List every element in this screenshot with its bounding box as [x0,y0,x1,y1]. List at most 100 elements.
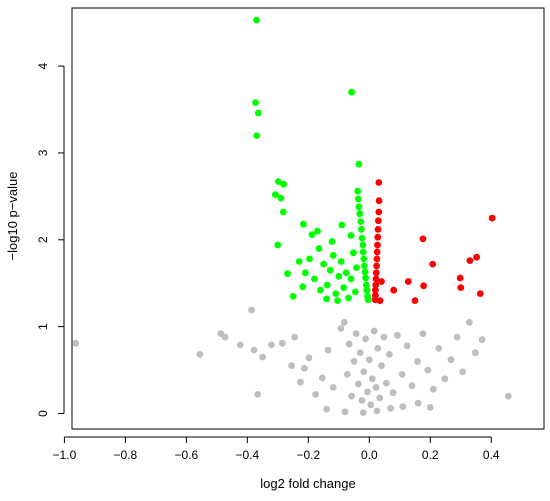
data-point [297,378,304,386]
data-point [324,346,332,354]
data-point [478,336,486,344]
data-point [320,260,327,268]
data-point [353,264,360,271]
data-point [299,283,307,291]
data-point [399,403,407,410]
data-point [456,274,464,282]
data-point [347,275,355,283]
data-point [252,99,259,106]
data-point [334,297,341,304]
data-point [314,227,321,235]
data-point [364,296,372,304]
data-point [373,262,380,270]
data-point [259,353,266,361]
data-point [466,257,474,264]
data-point [372,269,380,277]
data-point [374,226,382,233]
data-point [347,232,355,239]
data-point [387,404,394,412]
data-point [361,268,369,276]
data-point [365,356,373,364]
data-point [279,208,287,216]
data-point [326,266,334,274]
data-point [253,132,261,140]
y-tick-label: 4 [36,62,50,69]
data-point [414,358,421,365]
data-point [279,339,286,347]
data-point [394,331,401,339]
data-point [317,286,324,294]
data-point [429,385,437,393]
data-point [311,275,318,283]
data-point [268,341,275,349]
data-point [465,318,473,326]
points-layer [72,16,512,416]
data-point [359,409,367,416]
data-point [236,341,244,349]
x-tick-label: −1.0 [53,448,77,462]
x-tick-label: −0.4 [235,448,259,462]
data-point [355,160,363,168]
data-point [345,294,352,302]
data-point [348,392,355,400]
data-point [280,180,287,188]
x-tick-label: 0.2 [422,448,439,462]
x-tick-label: −0.8 [114,448,138,462]
data-point [308,231,316,239]
data-point [354,380,362,388]
data-point [383,379,390,387]
data-point [335,272,343,280]
x-tick-label: 0.0 [361,448,378,462]
data-point [424,366,432,374]
data-point [386,351,393,358]
data-point [372,286,379,294]
x-axis-label: log2 fold change [260,476,355,491]
data-point [411,297,419,304]
data-point [370,327,378,335]
data-point [376,394,384,402]
data-point [441,375,449,383]
data-point [291,333,298,341]
data-point [289,292,297,300]
data-point [375,217,382,225]
data-point [306,255,313,263]
data-point [376,297,384,304]
data-point [374,345,382,352]
data-point [367,401,375,409]
y-axis-label: −log10 p−value [5,172,20,261]
data-point [342,269,350,277]
y-tick-label: 3 [36,149,50,156]
data-point [360,255,368,263]
data-point [361,262,368,270]
x-axis: −1.0 −0.8 −0.6 −0.4 −0.2 0.0 0.2 0.4 [53,436,500,462]
data-point [363,286,371,294]
data-point [343,371,351,378]
data-point [253,16,260,24]
data-point [254,391,262,398]
data-point [435,345,443,352]
data-point [420,282,427,290]
data-point [504,392,512,400]
data-point [373,407,381,415]
data-point [375,197,383,205]
x-tick-label: −0.6 [175,448,199,462]
data-point [301,364,308,372]
data-point [404,278,412,285]
data-point [340,318,348,326]
data-point [419,330,427,337]
data-point [329,252,337,259]
data-point [359,241,367,249]
data-point [362,335,369,343]
data-point [373,248,381,256]
data-point [368,375,376,383]
data-point [358,397,366,404]
x-tick-label: −0.2 [296,448,320,462]
y-tick-label: 2 [36,236,50,243]
data-point [337,325,345,332]
data-point [408,382,416,390]
data-point [364,388,371,396]
data-point [372,281,380,289]
data-point [459,368,466,376]
data-point [378,278,385,285]
data-point [340,284,348,291]
